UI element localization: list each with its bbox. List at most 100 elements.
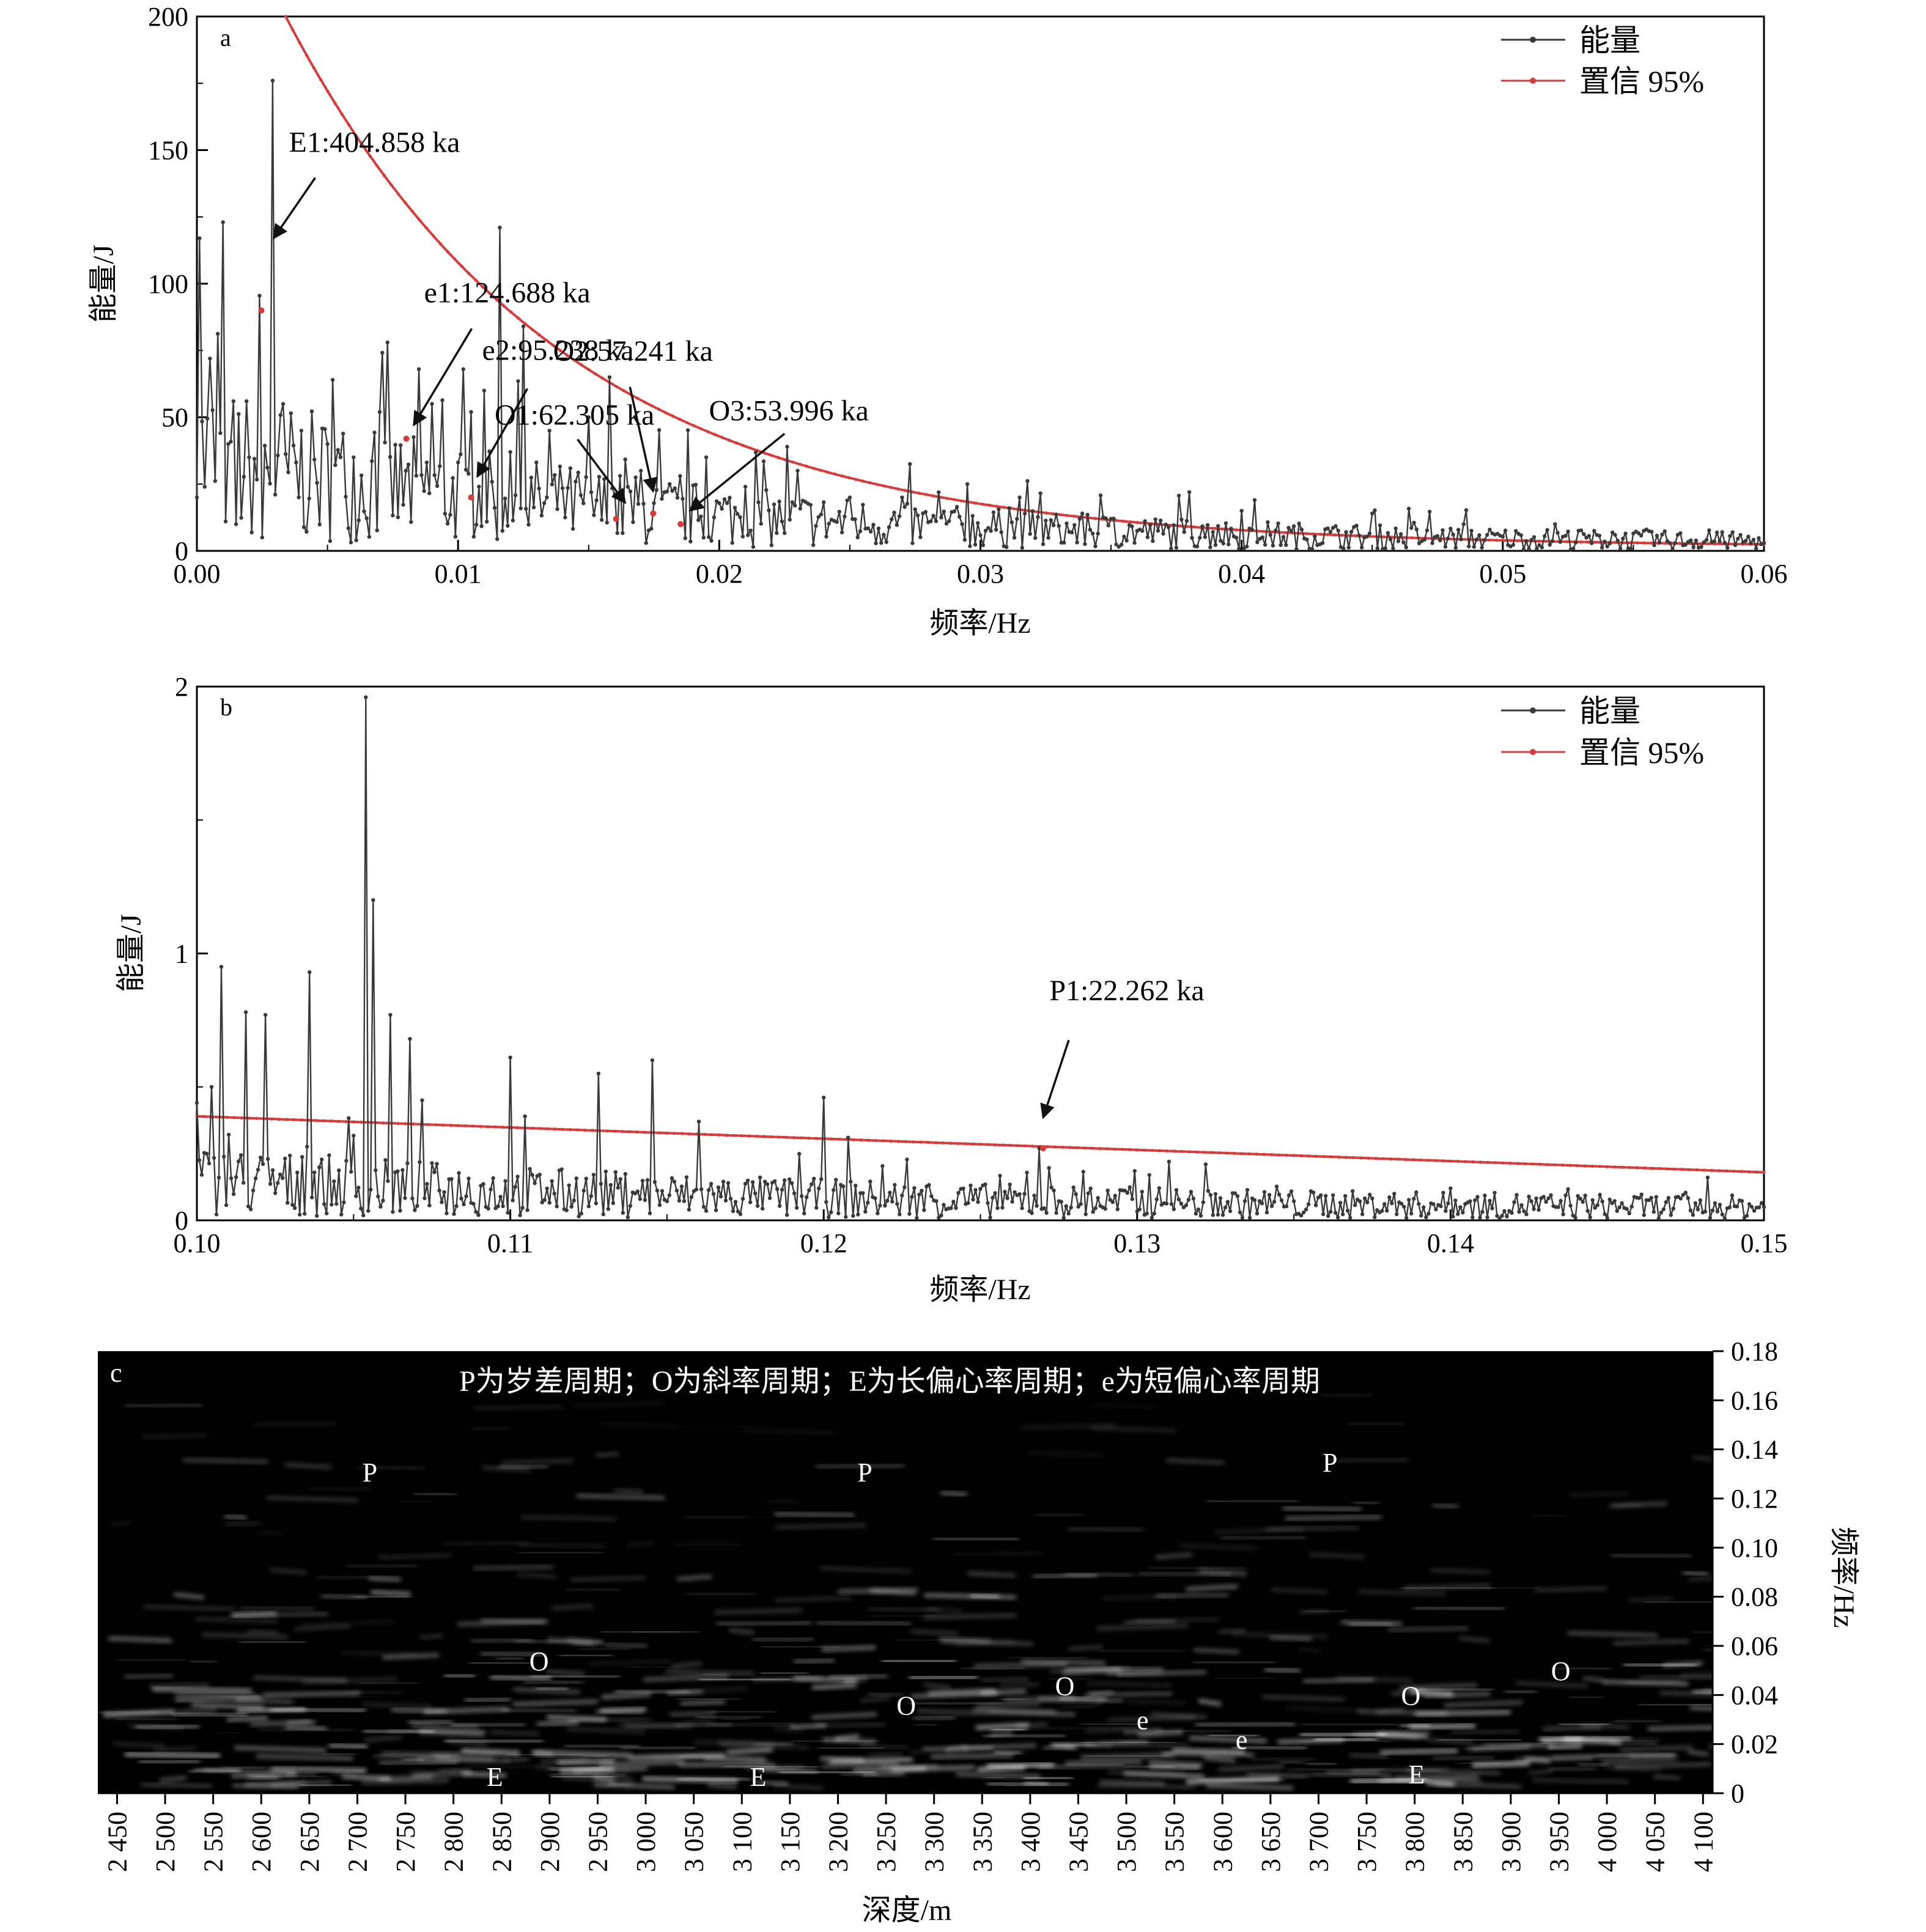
energy-point bbox=[422, 1196, 427, 1201]
cycle-label: O bbox=[529, 1646, 549, 1676]
spectrogram-streak bbox=[1601, 1680, 1689, 1686]
energy-point bbox=[1733, 543, 1738, 547]
energy-point bbox=[603, 1169, 608, 1174]
spectrogram-streak bbox=[1408, 1724, 1476, 1729]
energy-point bbox=[1009, 520, 1014, 525]
confidence-point bbox=[553, 1127, 557, 1131]
energy-point bbox=[900, 495, 904, 500]
energy-point bbox=[1510, 1211, 1514, 1215]
energy-point bbox=[1108, 1198, 1112, 1202]
energy-point bbox=[1005, 1196, 1009, 1200]
energy-point bbox=[1650, 529, 1654, 534]
confidence-point bbox=[1232, 1151, 1236, 1155]
energy-point bbox=[1593, 1206, 1597, 1210]
confidence-point bbox=[953, 498, 956, 501]
energy-point bbox=[970, 514, 975, 518]
energy-point bbox=[1524, 539, 1529, 544]
confidence-point bbox=[1665, 1167, 1669, 1171]
panel-a: 0.00 0.01 0.02 0.03 0.04 0.05 0.06050100150200… bbox=[87, 2, 1788, 640]
x-tick-label: 3 350 bbox=[967, 1812, 997, 1872]
confidence-point bbox=[1065, 514, 1069, 517]
spectrogram-streak bbox=[159, 1776, 186, 1782]
confidence-point bbox=[1516, 539, 1519, 543]
energy-point bbox=[202, 485, 207, 489]
confidence-point bbox=[1046, 1145, 1049, 1149]
energy-point bbox=[1127, 1185, 1132, 1190]
spectrogram-streak bbox=[1285, 1515, 1382, 1521]
confidence-point bbox=[1051, 512, 1055, 516]
energy-point bbox=[1532, 535, 1537, 539]
confidence-point bbox=[973, 501, 978, 505]
spectrogram-streak bbox=[419, 1634, 444, 1639]
energy-point bbox=[934, 519, 939, 523]
energy-point bbox=[745, 1178, 750, 1183]
spectrogram-streak bbox=[1610, 1740, 1658, 1745]
energy-point bbox=[667, 1193, 672, 1198]
energy-point bbox=[256, 1167, 260, 1172]
energy-point bbox=[344, 495, 348, 499]
confidence-point bbox=[382, 1121, 385, 1125]
spectrogram-streak bbox=[248, 1775, 279, 1780]
energy-point bbox=[449, 1177, 454, 1181]
spectrogram-streak bbox=[928, 1689, 996, 1695]
energy-point bbox=[327, 1153, 331, 1157]
confidence-point bbox=[777, 1135, 781, 1139]
energy-point bbox=[884, 540, 888, 544]
energy-point bbox=[209, 1085, 214, 1090]
spectrogram-streak bbox=[352, 1691, 403, 1694]
energy-point bbox=[1391, 546, 1395, 551]
confidence-point bbox=[326, 90, 330, 94]
spectrogram-streak bbox=[439, 1768, 469, 1772]
confidence-point bbox=[434, 1123, 438, 1127]
energy-point bbox=[1546, 1196, 1551, 1201]
energy-point bbox=[364, 516, 369, 520]
cycle-label: E bbox=[487, 1762, 503, 1792]
energy-point bbox=[876, 526, 881, 531]
energy-point bbox=[868, 529, 873, 534]
confidence-point bbox=[956, 1141, 960, 1145]
energy-point bbox=[315, 481, 319, 485]
energy-point bbox=[1514, 529, 1518, 533]
spectrogram-streak bbox=[362, 1703, 432, 1708]
spectrogram-streak bbox=[1357, 1709, 1448, 1715]
energy-point bbox=[278, 413, 282, 418]
x-tick-label: 3 150 bbox=[775, 1812, 805, 1872]
confidence-point bbox=[1305, 532, 1308, 536]
spectrogram-streak bbox=[1247, 1774, 1309, 1777]
energy-point bbox=[693, 482, 698, 487]
energy-point bbox=[1152, 1211, 1157, 1216]
energy-point bbox=[1668, 541, 1672, 545]
energy-point bbox=[767, 508, 771, 512]
energy-point bbox=[354, 1194, 358, 1198]
energy-point bbox=[594, 1201, 598, 1206]
energy-point bbox=[281, 402, 286, 406]
spectrogram-streak bbox=[141, 1783, 212, 1787]
spectrogram-streak bbox=[577, 1648, 632, 1650]
spectrogram-streak bbox=[594, 1711, 644, 1714]
x-tick-label: 0.10 bbox=[174, 1228, 221, 1258]
spectrogram-streak bbox=[284, 1726, 327, 1730]
energy-point bbox=[1223, 521, 1228, 525]
energy-point bbox=[1412, 520, 1416, 525]
energy-point bbox=[1174, 545, 1179, 550]
energy-point bbox=[238, 1153, 243, 1157]
energy-point bbox=[1683, 542, 1688, 547]
spectrogram-streak bbox=[382, 1654, 440, 1659]
spectrogram-streak bbox=[1483, 1742, 1544, 1747]
energy-point bbox=[1671, 1206, 1675, 1211]
energy-point bbox=[892, 511, 896, 515]
spectrogram-streak bbox=[1680, 1672, 1771, 1676]
confidence-point bbox=[404, 201, 407, 205]
spectrogram-streak bbox=[1085, 1692, 1173, 1697]
energy-point bbox=[1360, 1212, 1365, 1217]
energy-point bbox=[432, 1170, 437, 1174]
energy-point bbox=[822, 1096, 826, 1100]
confidence-point bbox=[995, 504, 998, 508]
energy-point bbox=[197, 236, 202, 240]
confidence-point bbox=[594, 372, 597, 376]
energy-point bbox=[1358, 1199, 1362, 1204]
confidence-point bbox=[710, 1133, 714, 1137]
spectrogram-streak bbox=[1444, 1700, 1523, 1707]
confidence-point bbox=[628, 1130, 632, 1134]
spectrogram-streak bbox=[1611, 1553, 1692, 1558]
